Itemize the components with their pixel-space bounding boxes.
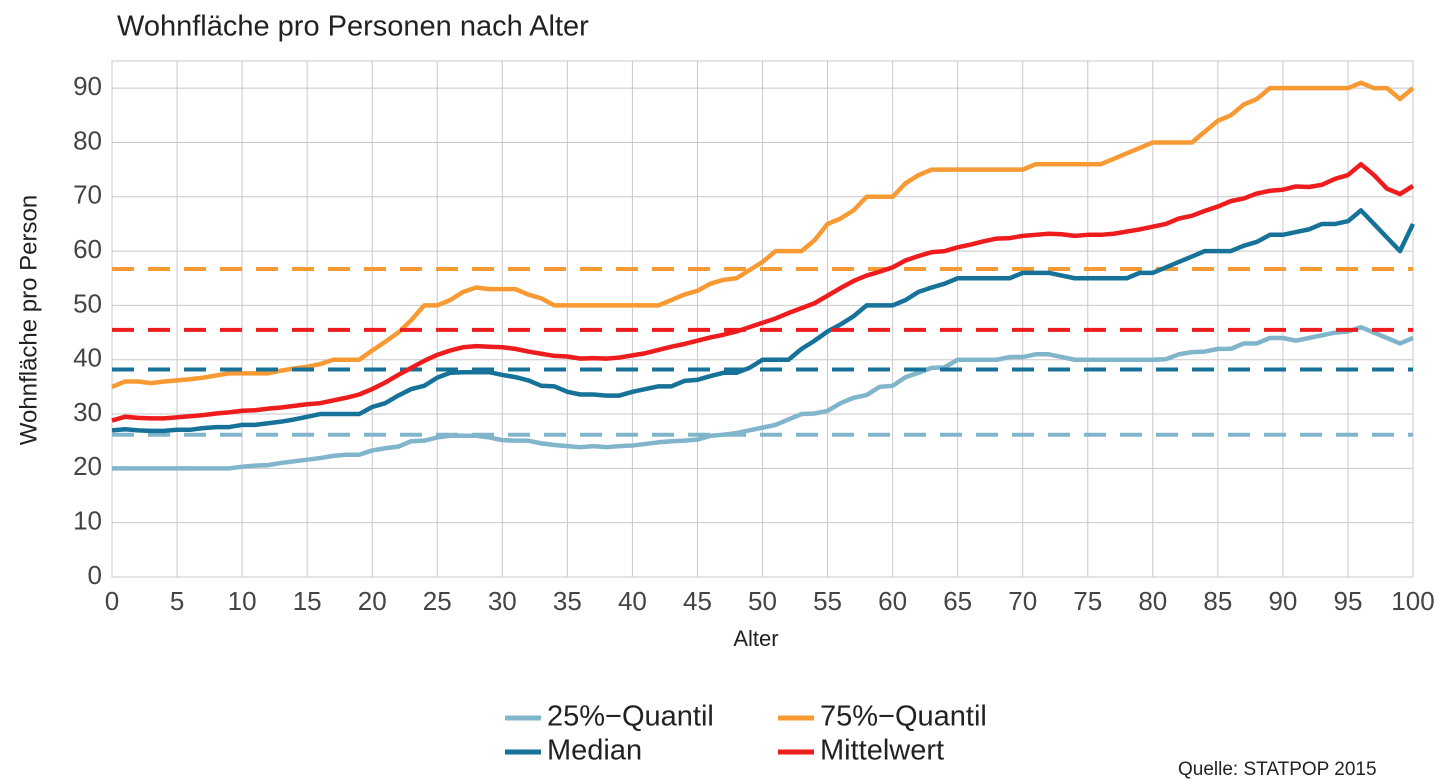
- x-axis-label: Alter: [733, 626, 778, 651]
- x-tick-label: 100: [1391, 586, 1434, 616]
- x-tick-label: 95: [1333, 586, 1362, 616]
- x-tick-label: 5: [170, 586, 184, 616]
- x-tick-label: 80: [1138, 586, 1167, 616]
- x-tick-label: 40: [618, 586, 647, 616]
- x-tick-label: 35: [553, 586, 582, 616]
- x-tick-label: 90: [1268, 586, 1297, 616]
- x-tick-label: 45: [683, 586, 712, 616]
- data-line: [111, 161, 1415, 423]
- chart-title: Wohnfläche pro Personen nach Alter: [117, 11, 589, 43]
- y-tick-label: 10: [73, 506, 102, 536]
- y-tick-label: 60: [73, 234, 102, 264]
- x-tick-label: 10: [228, 586, 257, 616]
- data-line: [111, 80, 1415, 389]
- y-axis-label: Wohnfläche pro Person: [15, 195, 42, 445]
- x-tick-label: 25: [423, 586, 452, 616]
- y-tick-label: 0: [88, 560, 102, 590]
- source-note: Quelle: STATPOP 2015: [1178, 759, 1377, 780]
- x-tick-label: 55: [813, 586, 842, 616]
- x-tick-label: 70: [1008, 586, 1037, 616]
- x-tick-label: 60: [878, 586, 907, 616]
- y-tick-label: 90: [73, 71, 102, 101]
- y-tick-label: 30: [73, 397, 102, 427]
- legend-label: Median: [547, 735, 642, 767]
- legend-label: 75%−Quantil: [820, 701, 987, 733]
- x-tick-label: 15: [293, 586, 322, 616]
- x-tick-label: 20: [358, 586, 387, 616]
- legend-label: 25%−Quantil: [547, 701, 714, 733]
- x-tick-label: 85: [1203, 586, 1232, 616]
- y-tick-label: 40: [73, 343, 102, 373]
- y-tick-label: 70: [73, 180, 102, 210]
- y-tick-label: 20: [73, 451, 102, 481]
- y-tick-label: 50: [73, 288, 102, 318]
- legend-label: Mittelwert: [820, 735, 944, 767]
- x-tick-label: 50: [748, 586, 777, 616]
- x-tick-label: 0: [105, 586, 119, 616]
- y-tick-label: 80: [73, 125, 102, 155]
- data-line: [111, 208, 1416, 434]
- data-line: [112, 324, 1414, 471]
- x-tick-label: 65: [943, 586, 972, 616]
- x-tick-label: 30: [488, 586, 517, 616]
- x-tick-label: 75: [1073, 586, 1102, 616]
